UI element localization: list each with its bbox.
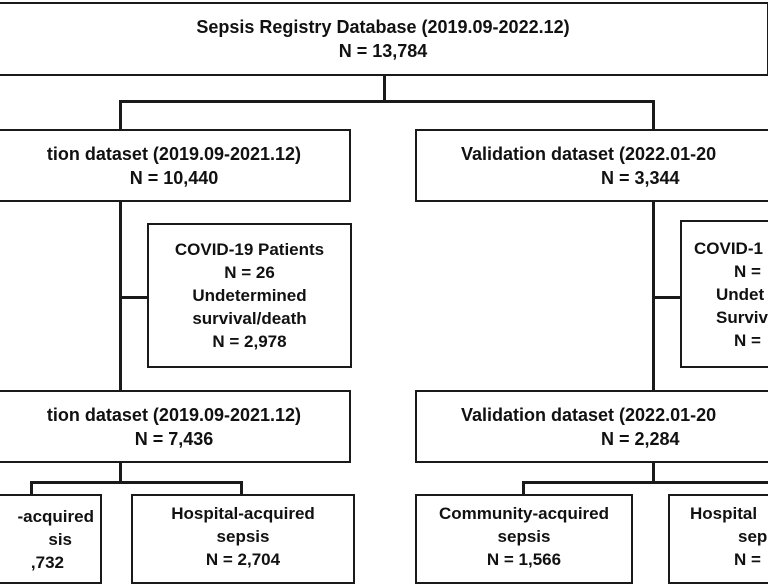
exclusion-survival-label: survival/death <box>192 309 307 328</box>
registry-database-box: Sepsis Registry Database (2019.09-2022.1… <box>0 2 768 76</box>
hospital-sepsis-label: sepsis <box>216 527 270 546</box>
right-hospital-count: N = <box>734 550 761 569</box>
right-dataset-box: Validation dataset (2022.01-20 N = 3,344 <box>415 129 768 202</box>
right-final-dataset-count: N = 2,284 <box>601 428 680 449</box>
exclusion-covid-label: COVID-19 Patients <box>174 240 325 259</box>
connector-right-down <box>652 100 655 130</box>
connector-left-lower-down <box>119 461 122 483</box>
left-exclusion-box: COVID-19 Patients N = 26 Undetermined su… <box>147 223 352 368</box>
connector-top-split <box>119 100 655 103</box>
right-community-sepsis-label: sepsis <box>497 527 551 546</box>
right-final-dataset-title: Validation dataset (2022.01-20 <box>461 404 717 425</box>
connector-left-exclusion <box>119 296 150 299</box>
connector-right-lower-down <box>652 461 655 483</box>
left-final-dataset-box: tion dataset (2019.09-2021.12) N = 7,436 <box>0 390 351 463</box>
registry-count: N = 13,784 <box>338 41 428 61</box>
right-exclusion-covid-count: N = <box>734 261 761 281</box>
right-hospital-sepsis-label: sep <box>738 527 768 546</box>
exclusion-undetermined-label: Undetermined <box>192 286 307 305</box>
right-dataset-count: N = 3,344 <box>601 167 680 188</box>
right-final-dataset-box: Validation dataset (2022.01-20 N = 2,284 <box>415 390 768 463</box>
left-community-box: -acquired sis ,732 <box>0 494 102 584</box>
connector-left-hospital <box>240 481 243 495</box>
hospital-label: Hospital-acquired <box>171 504 315 523</box>
connector-top-down <box>383 74 386 102</box>
hospital-count: N = 2,704 <box>205 550 281 569</box>
left-dataset-count: N = 10,440 <box>129 167 219 188</box>
connector-right-exclusion <box>652 296 683 299</box>
right-dataset-title: Validation dataset (2022.01-20 <box>461 143 717 164</box>
connector-left-lower-split <box>30 481 242 484</box>
right-hospital-label: Hospital <box>690 504 758 523</box>
right-exclusion-box: COVID-1 N = Undet Surviv N = <box>680 220 768 368</box>
right-community-label: Community-acquired <box>438 504 610 523</box>
left-final-dataset-title: tion dataset (2019.09-2021.12) <box>46 404 302 425</box>
exclusion-undetermined-count: N = 2,978 <box>212 332 287 351</box>
right-exclusion-survival-label: Surviv <box>716 307 768 327</box>
left-dataset-title: tion dataset (2019.09-2021.12) <box>46 143 302 164</box>
left-hospital-box: Hospital-acquired sepsis N = 2,704 <box>131 494 355 584</box>
community-sepsis-label: sis <box>48 529 72 549</box>
right-hospital-box: Hospital sep N = <box>668 494 768 584</box>
right-exclusion-undetermined-count: N = <box>734 330 761 350</box>
community-count: ,732 <box>30 552 64 572</box>
exclusion-covid-count: N = 26 <box>224 263 275 282</box>
connector-right-lower-split <box>522 481 768 484</box>
left-final-dataset-count: N = 7,436 <box>134 428 214 449</box>
left-dataset-box: tion dataset (2019.09-2021.12) N = 10,44… <box>0 129 351 202</box>
right-exclusion-undetermined-label: Undet <box>716 284 765 304</box>
right-community-box: Community-acquired sepsis N = 1,566 <box>415 494 633 584</box>
right-exclusion-covid-label: COVID-1 <box>694 238 763 258</box>
community-label: -acquired <box>17 506 94 526</box>
registry-title: Sepsis Registry Database (2019.09-2022.1… <box>196 17 570 37</box>
connector-left-community <box>30 481 33 495</box>
right-community-count: N = 1,566 <box>486 550 562 569</box>
connector-left-down <box>119 100 122 130</box>
connector-right-community <box>522 481 525 495</box>
